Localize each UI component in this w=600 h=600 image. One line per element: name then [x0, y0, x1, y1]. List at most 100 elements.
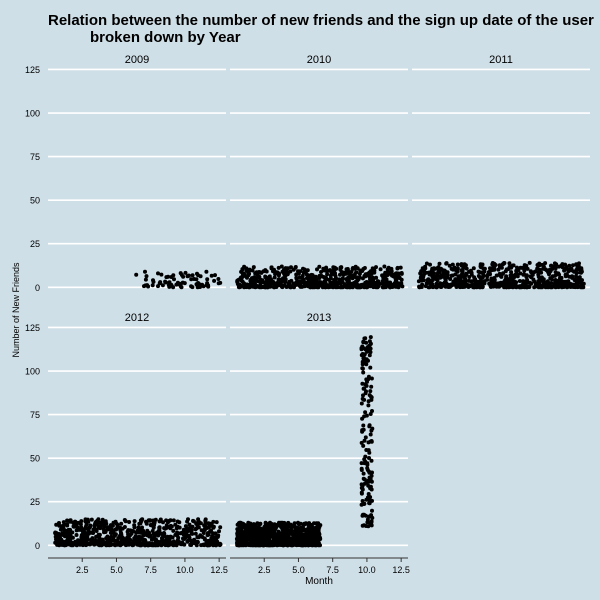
data-point: [137, 521, 142, 526]
data-point: [433, 266, 438, 271]
data-point: [473, 281, 478, 286]
data-point: [399, 277, 404, 282]
data-point: [70, 541, 74, 546]
data-point: [399, 271, 404, 275]
data-point: [329, 284, 334, 289]
data-point: [527, 260, 532, 265]
data-point: [312, 521, 316, 526]
data-point: [90, 536, 95, 541]
y-tick-label: 0: [35, 541, 40, 551]
data-point: [195, 540, 200, 545]
data-point: [357, 271, 362, 276]
data-point: [171, 273, 176, 278]
data-point: [178, 531, 183, 536]
data-point: [276, 265, 281, 270]
data-point: [252, 543, 257, 547]
data-point: [175, 533, 180, 538]
data-point: [285, 266, 290, 271]
data-point: [429, 284, 433, 289]
data-point: [301, 277, 306, 282]
data-point: [368, 484, 373, 489]
data-point: [579, 270, 583, 275]
y-axis-label: Number of New Friends: [11, 262, 21, 358]
y-tick-label: 125: [25, 65, 40, 75]
data-point: [396, 273, 401, 277]
data-point: [529, 270, 534, 275]
data-point: [276, 277, 281, 282]
data-point: [446, 285, 451, 289]
data-point: [70, 535, 75, 540]
data-point: [53, 534, 58, 539]
data-point: [115, 525, 120, 530]
data-point: [181, 274, 186, 279]
data-point: [108, 523, 113, 528]
data-point: [96, 517, 101, 522]
data-point: [211, 519, 216, 524]
data-point: [174, 282, 179, 287]
data-point: [180, 540, 185, 545]
data-point: [120, 541, 125, 546]
data-point: [193, 531, 198, 536]
data-point: [427, 281, 432, 285]
data-point: [280, 536, 284, 541]
data-point: [245, 275, 249, 280]
data-point: [563, 262, 568, 267]
data-point: [194, 521, 199, 526]
data-point: [250, 529, 255, 534]
data-point: [575, 264, 580, 269]
data-point: [368, 350, 373, 355]
data-point: [297, 533, 302, 538]
data-point: [370, 515, 375, 520]
data-point: [501, 271, 506, 276]
data-point: [339, 284, 344, 289]
data-point: [252, 279, 257, 284]
data-point: [570, 274, 575, 279]
data-point: [198, 533, 203, 538]
data-point: [499, 274, 504, 279]
data-point: [537, 261, 542, 266]
data-point: [332, 265, 337, 270]
data-point: [543, 284, 548, 289]
data-point: [243, 543, 248, 548]
data-point: [438, 281, 443, 286]
data-point: [182, 281, 187, 286]
data-point: [459, 268, 464, 273]
data-point: [359, 468, 364, 472]
data-point: [130, 529, 135, 533]
data-point: [166, 274, 171, 279]
data-point: [448, 277, 453, 281]
data-point: [163, 279, 168, 284]
data-point: [359, 502, 364, 507]
data-point: [201, 284, 206, 289]
data-point: [97, 536, 102, 541]
data-point: [311, 285, 316, 290]
data-point: [209, 273, 214, 278]
data-point: [358, 268, 363, 273]
x-axis-label: Month: [305, 576, 333, 587]
data-point: [345, 284, 350, 289]
data-point: [298, 521, 303, 526]
data-point: [143, 269, 147, 274]
data-point: [366, 403, 371, 408]
data-point: [361, 356, 366, 361]
data-point: [205, 277, 210, 282]
data-point: [261, 543, 266, 548]
data-point: [237, 282, 242, 287]
data-point: [296, 279, 301, 284]
data-point: [444, 261, 449, 266]
data-point: [384, 278, 389, 283]
data-point: [177, 525, 182, 530]
data-point: [194, 277, 199, 282]
data-point: [78, 521, 83, 525]
data-point: [267, 541, 272, 546]
data-point: [300, 528, 305, 533]
data-point: [284, 284, 289, 289]
data-point: [352, 266, 357, 271]
data-point: [361, 340, 366, 345]
data-point: [239, 528, 244, 533]
data-point: [174, 526, 179, 531]
data-point: [494, 273, 499, 278]
data-point: [272, 523, 277, 528]
